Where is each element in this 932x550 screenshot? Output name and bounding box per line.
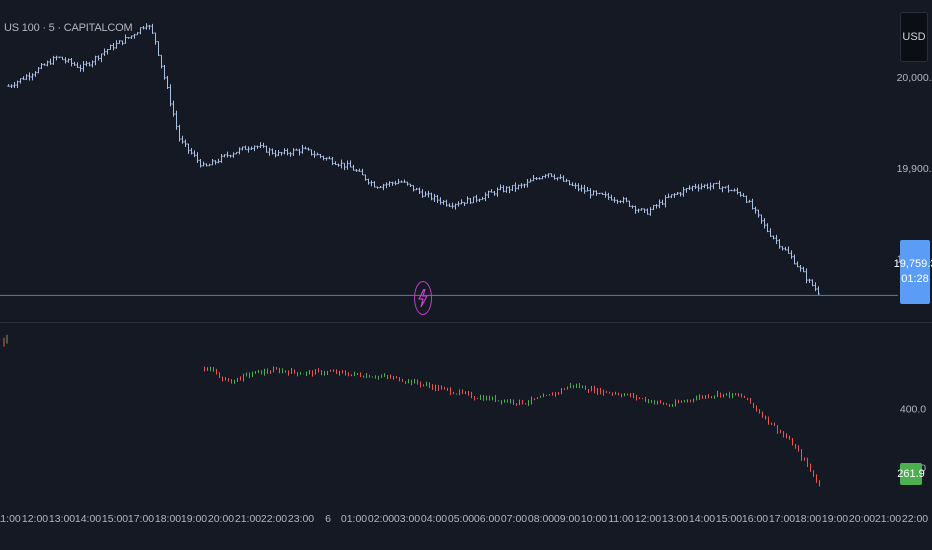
time-axis-tick-label: 14:00 [75, 513, 101, 525]
current-price-label: 19,759.3 [893, 258, 932, 270]
time-axis-tick-label: 11:00 [608, 513, 634, 525]
time-axis-tick-label: 06:00 [474, 513, 500, 525]
time-axis-tick-label: 15:00 [102, 513, 128, 525]
time-axis-tick-label: 17:00 [769, 513, 795, 525]
time-axis-tick-label: 02:00 [368, 513, 394, 525]
price-pane [0, 23, 898, 297]
time-axis-tick-label: 11:00 [0, 513, 21, 525]
time-axis-tick-label: 21:00 [875, 513, 901, 525]
indicator-pane [3, 334, 820, 487]
time-axis-tick-label: 13:00 [662, 513, 688, 525]
time-axis-tick-label: 03:00 [394, 513, 420, 525]
price-axis-tick-label: 19,900.0 [897, 163, 932, 175]
bar-countdown-label: 01:28 [901, 273, 929, 285]
time-axis-tick-label: 20:00 [208, 513, 234, 525]
time-axis-tick-label: 18:00 [795, 513, 821, 525]
time-axis-tick-label: 22:00 [261, 513, 287, 525]
time-axis-tick-label: 14:00 [689, 513, 715, 525]
time-axis-tick-label: 08:00 [528, 513, 554, 525]
lightning-bolt-icon[interactable] [414, 281, 432, 315]
currency-button[interactable]: USD [900, 12, 928, 62]
time-axis-tick-label: 19:00 [822, 513, 848, 525]
time-axis-tick-label: 21:00 [235, 513, 261, 525]
time-axis-tick-label: 12:00 [635, 513, 661, 525]
time-axis-tick-label: 18:00 [155, 513, 181, 525]
time-axis-tick-label: 16:00 [742, 513, 768, 525]
time-axis-tick-label: 04:00 [421, 513, 447, 525]
indicator-value-badge: 261.9 [897, 463, 925, 485]
time-axis-tick-label: 12:00 [22, 513, 48, 525]
indicator-axis-tick-label: 400.0 [900, 404, 926, 416]
time-axis-tick-label: 13:00 [49, 513, 75, 525]
time-axis-tick-label: 22:00 [902, 513, 928, 525]
price-axis-tick-label: 20,000.0 [897, 72, 932, 84]
time-axis-tick-label: 05:00 [448, 513, 474, 525]
time-axis-tick-label: 19:00 [181, 513, 207, 525]
time-axis-tick-label: 23:00 [288, 513, 314, 525]
time-axis-tick-label: 15:00 [716, 513, 742, 525]
time-axis-tick-label: 20:00 [849, 513, 875, 525]
time-axis-tick-label: 01:00 [341, 513, 367, 525]
x-axis: 11:0012:0013:0014:0015:0017:0018:0019:00… [0, 513, 928, 525]
time-axis-tick-label: 09:00 [554, 513, 580, 525]
time-axis-tick-label: 10:00 [581, 513, 607, 525]
symbol-title: US 100 · 5 · CAPITALCOM [4, 22, 133, 34]
current-price-badge: 19,759.3 01:28 [894, 240, 932, 304]
time-axis-tick-label: 17:00 [128, 513, 154, 525]
time-axis-tick-label: 6 [325, 513, 331, 525]
time-axis-tick-label: 07:00 [501, 513, 527, 525]
